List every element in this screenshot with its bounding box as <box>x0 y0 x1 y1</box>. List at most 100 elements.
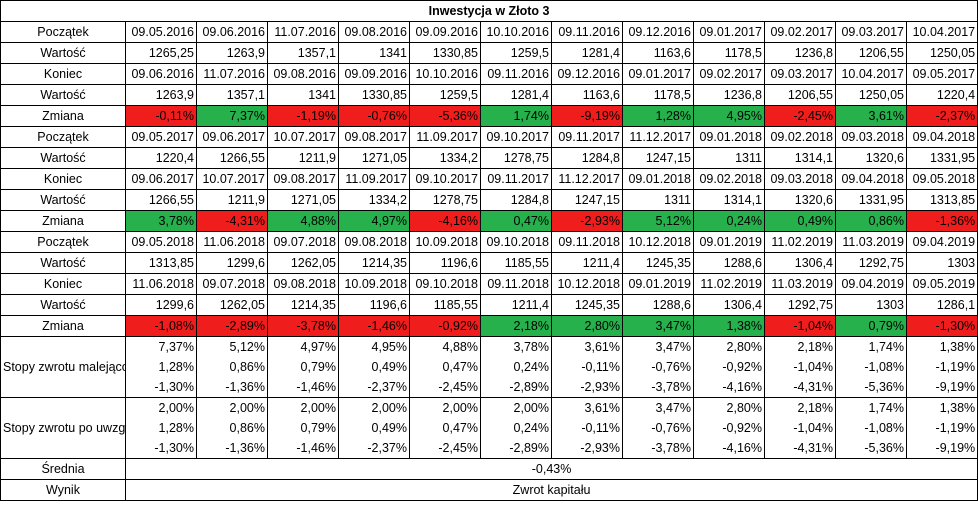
replacement-returns-cell: -0,76% <box>622 418 694 438</box>
change-cell: -2,37% <box>905 105 978 127</box>
replacement-returns-row-0: Stopy zwrotu po uwzględnieniu stopy zast… <box>0 397 978 459</box>
sorted-returns-cell: -1,19% <box>905 357 978 377</box>
start-date-cell: 09.01.2018 <box>693 126 765 148</box>
replacement-returns-cell: -4,31% <box>764 438 836 459</box>
block-2-start-value-row: Wartość 1313,85 1299,6 1262,05 1214,35 1196,6… <box>0 252 978 274</box>
end-date-cell: 10.07.2017 <box>196 168 268 190</box>
sorted-returns-cell: -0,92% <box>693 357 765 377</box>
sorted-returns-row-2: -1,30% -1,36% -1,46% -2,37% -2,45% -2,89% -2,9… <box>1 377 978 398</box>
change-cell: -1,36% <box>905 210 978 232</box>
row-label-change: Zmiana <box>0 315 126 337</box>
end-date-cell: 09.10.2017 <box>409 168 481 190</box>
result-label: Wynik <box>0 479 126 501</box>
replacement-returns-cell: -2,93% <box>551 438 623 459</box>
row-label-start-date: Początek <box>0 21 126 43</box>
start-date-cell: 09.04.2019 <box>905 231 978 253</box>
replacement-returns-cell: 0,79% <box>267 418 339 438</box>
replacement-returns-cell: 1,28% <box>125 418 197 438</box>
block-0-start-date-row: Początek 09.05.2016 09.06.2016 11.07.2016 09… <box>0 21 978 43</box>
end-date-cell: 09.10.2018 <box>409 273 481 295</box>
end-value-cell: 1185,55 <box>409 294 481 316</box>
change-cell: -3,78% <box>267 315 339 337</box>
start-date-cell: 09.08.2017 <box>338 126 410 148</box>
end-date-cell: 09.08.2016 <box>267 63 339 85</box>
replacement-returns-cell: -1,46% <box>267 438 339 459</box>
start-date-cell: 09.05.2017 <box>125 126 197 148</box>
block-0-change-row: Zmiana -0,11% 7,37% -1,19% -0,76% -5,36% 1,74%… <box>0 105 978 127</box>
sorted-returns-row-0: Stopy zwrotu malejąco 7,37% 5,12% 4,97% 4,95… <box>0 336 978 398</box>
change-cell: -5,36% <box>409 105 481 127</box>
replacement-returns-row-2: -1,30% -1,36% -1,46% -2,37% -2,45% -2,89% -2,9… <box>1 438 978 459</box>
replacement-returns-cell: -0,11% <box>551 418 623 438</box>
end-value-cell: 1245,35 <box>551 294 623 316</box>
end-value-cell: 1284,8 <box>480 189 552 211</box>
change-cell: 0,24% <box>693 210 765 232</box>
start-date-cell: 09.02.2018 <box>764 126 836 148</box>
end-date-cell: 09.01.2019 <box>622 273 694 295</box>
block-1-start-value-row: Wartość 1220,4 1266,55 1211,9 1271,05 1334,2 1… <box>0 147 978 169</box>
block-2-change-row: Zmiana -1,08% -2,89% -3,78% -1,46% -0,92% 2,18… <box>0 315 978 337</box>
replacement-returns-cell: 1,38% <box>905 397 978 418</box>
end-date-cell: 09.06.2016 <box>125 63 197 85</box>
end-value-cell: 1331,95 <box>835 189 907 211</box>
start-date-cell: 09.06.2016 <box>196 21 268 43</box>
end-date-cell: 09.06.2017 <box>125 168 197 190</box>
change-cell: 3,61% <box>835 105 907 127</box>
end-value-cell: 1271,05 <box>267 189 339 211</box>
sorted-returns-cell: -2,93% <box>551 377 623 398</box>
block-1-end-date-row: Koniec 09.06.2017 10.07.2017 09.08.2017 11.0… <box>0 168 978 190</box>
replacement-returns-cell: 2,00% <box>409 397 481 418</box>
end-value-cell: 1220,4 <box>905 84 978 106</box>
change-cell: -0,76% <box>338 105 410 127</box>
mean-value: -0,43% <box>124 458 978 480</box>
end-date-cell: 09.02.2018 <box>693 168 765 190</box>
end-date-cell: 10.09.2018 <box>338 273 410 295</box>
change-cell: 0,79% <box>835 315 907 337</box>
change-cell: 1,74% <box>480 105 552 127</box>
sorted-returns-cell: 1,74% <box>835 336 907 357</box>
block-2-end-date-row: Koniec 11.06.2018 09.07.2018 09.08.2018 10.0… <box>0 273 978 295</box>
replacement-returns-cell: 0,47% <box>409 418 481 438</box>
change-cell: -1,08% <box>125 315 197 337</box>
change-cell: 4,88% <box>267 210 339 232</box>
change-cell: 4,95% <box>693 105 765 127</box>
start-date-cell: 09.10.2017 <box>480 126 552 148</box>
end-value-cell: 1281,4 <box>480 84 552 106</box>
sorted-returns-cell: -1,36% <box>196 377 268 398</box>
sorted-returns-cell: -1,04% <box>764 357 836 377</box>
row-label-change: Zmiana <box>0 210 126 232</box>
block-1-end-value-row: Wartość 1266,55 1211,9 1271,05 1334,2 1278,75… <box>0 189 978 211</box>
replacement-returns-cell: 2,80% <box>693 397 765 418</box>
row-label-start-value: Wartość <box>0 252 126 274</box>
replacement-returns-cell: -2,89% <box>480 438 552 459</box>
change-cell: 7,37% <box>196 105 268 127</box>
start-value-cell: 1278,75 <box>480 147 552 169</box>
start-date-cell: 11.12.2017 <box>622 126 694 148</box>
end-value-cell: 1334,2 <box>338 189 410 211</box>
replacement-returns-cell: -2,37% <box>338 438 410 459</box>
end-date-cell: 11.03.2019 <box>764 273 836 295</box>
start-value-cell: 1313,85 <box>125 252 197 274</box>
sorted-returns-cell: 4,95% <box>338 336 410 357</box>
end-date-cell: 09.03.2017 <box>764 63 836 85</box>
replacement-returns-cell: -3,78% <box>622 438 694 459</box>
start-value-cell: 1299,6 <box>196 252 268 274</box>
start-date-cell: 09.08.2016 <box>338 21 410 43</box>
sorted-returns-cell: 2,80% <box>693 336 765 357</box>
change-cell: 2,80% <box>551 315 623 337</box>
end-date-cell: 09.12.2016 <box>551 63 623 85</box>
sorted-returns-cell: -2,89% <box>480 377 552 398</box>
block-1-start-date-row: Początek 09.05.2017 09.06.2017 10.07.2017 09… <box>0 126 978 148</box>
sorted-returns-cell: -2,37% <box>338 377 410 398</box>
start-date-cell: 09.03.2018 <box>835 126 907 148</box>
sorted-returns-cell: -2,45% <box>409 377 481 398</box>
start-value-cell: 1320,6 <box>835 147 907 169</box>
start-value-cell: 1314,1 <box>764 147 836 169</box>
end-date-cell: 09.05.2018 <box>905 168 978 190</box>
row-label-end-value: Wartość <box>0 84 126 106</box>
start-date-cell: 09.06.2017 <box>196 126 268 148</box>
end-value-cell: 1286,1 <box>905 294 978 316</box>
replacement-returns-cell: 2,00% <box>480 397 552 418</box>
start-value-cell: 1211,4 <box>551 252 623 274</box>
